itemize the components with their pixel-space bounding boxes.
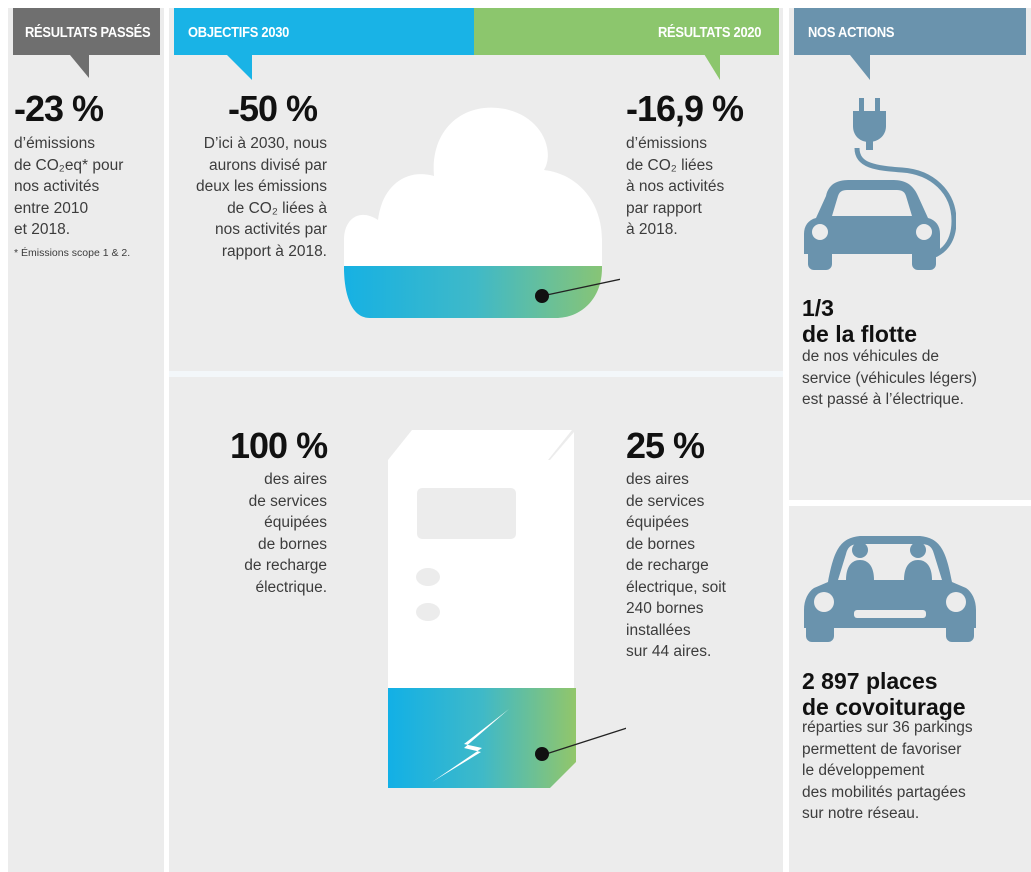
past-results-tag: RÉSULTATS PASSÉS: [25, 24, 151, 41]
divider: [169, 371, 783, 377]
fleet-text: de nos véhicules de service (véhicules lé…: [802, 348, 977, 408]
charging-objective-text: des aires de services équipées de bornes de …: [244, 471, 327, 596]
carpool-text: réparties sur 36 parkings permettent de f…: [802, 719, 973, 822]
charging-result-value: 25 %: [626, 425, 705, 466]
result-text: d’émissions de CO₂ liées à nos activités pa…: [626, 135, 725, 238]
past-results-panel: [8, 8, 164, 872]
objectives-2030-tag: OBJECTIFS 2030: [188, 24, 290, 41]
results-2020-tag: RÉSULTATS 2020: [658, 24, 762, 41]
past-value: -23 %: [14, 88, 104, 129]
lightning-icon: [432, 709, 509, 782]
objective-value: -50 %: [228, 88, 318, 129]
past-footnote: * Émissions scope 1 & 2.: [14, 247, 131, 259]
electric-car-plug-icon: [804, 98, 956, 270]
carpool-car-icon: [804, 536, 976, 642]
charging-objective-value: 100 %: [230, 425, 328, 466]
charging-result-text: des aires de services équipées de bornes de …: [626, 471, 726, 660]
carpool-title: 2 897 places de covoiturage: [802, 668, 966, 720]
objective-text: D’ici à 2030, nous aurons divisé par deux …: [196, 135, 327, 260]
past-results-tag-shape: [13, 8, 160, 78]
past-text: d’émissions de CO₂eq* pour nos activités en…: [14, 135, 124, 238]
actions-tag-shape: [794, 8, 1026, 80]
fleet-title: 1/3 de la flotte: [802, 295, 918, 347]
charging-station-icon: [388, 430, 626, 788]
cloud-progress-icon: [344, 107, 620, 318]
result-value: -16,9 %: [626, 88, 744, 129]
objectives-tag-shape: [174, 8, 779, 80]
our-actions-tag: NOS ACTIONS: [808, 24, 895, 41]
